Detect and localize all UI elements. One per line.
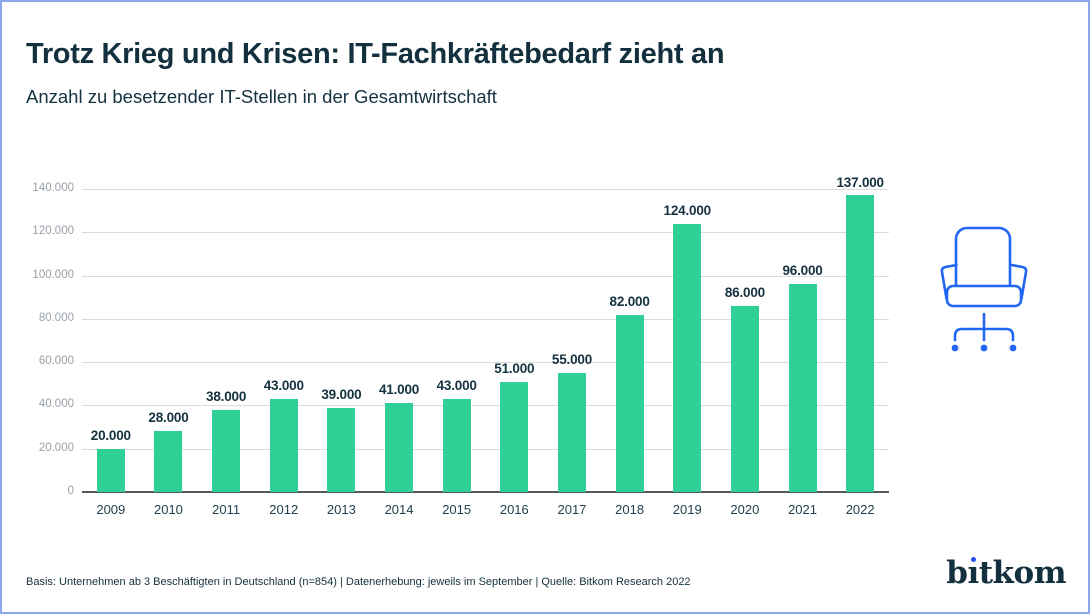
bar [500, 381, 529, 492]
y-tick-label: 120.000 [32, 225, 74, 238]
bitkom-logo: bıtkom [946, 555, 1066, 591]
x-tick-label: 2014 [384, 502, 414, 517]
gridline [82, 405, 889, 407]
bar-value-label: 28.000 [148, 410, 189, 426]
x-tick-label: 2017 [557, 502, 587, 517]
bar [212, 409, 241, 492]
office-chair-icon [940, 226, 1028, 352]
gridline [82, 275, 889, 277]
y-tick-label: 140.000 [32, 182, 74, 194]
y-tick-label: 100.000 [32, 268, 74, 281]
bar [327, 407, 356, 492]
bar [154, 431, 183, 492]
bar-value-label: 96.000 [782, 263, 823, 279]
logo-text-pre: b [946, 555, 968, 591]
x-tick-label: 2020 [730, 502, 760, 517]
x-tick-label: 2022 [845, 502, 875, 517]
bar-value-label: 55.000 [551, 351, 592, 367]
y-tick-label: 60.000 [38, 355, 74, 368]
y-tick-label: 0 [67, 485, 74, 497]
x-tick-label: 2019 [672, 502, 702, 517]
bar [673, 223, 702, 492]
bar-value-label: 86.000 [724, 284, 765, 300]
x-tick-label: 2009 [96, 502, 126, 517]
bar [557, 372, 586, 492]
gridline [82, 232, 889, 234]
bar-value-label: 39.000 [321, 386, 362, 402]
y-tick-label: 80.000 [38, 311, 74, 324]
page-subtitle: Anzahl zu besetzender IT-Stellen in der … [26, 86, 497, 107]
x-axis-line [82, 491, 889, 493]
y-tick-label: 20.000 [38, 441, 74, 454]
gridline [82, 189, 889, 190]
x-tick-label: 2012 [269, 502, 299, 517]
bar [730, 305, 759, 492]
source-note: Basis: Unternehmen ab 3 Beschäftigten in… [26, 576, 691, 588]
bar-value-label: 41.000 [378, 382, 420, 398]
x-tick-label: 2013 [326, 502, 356, 517]
bar-value-label: 43.000 [436, 377, 477, 393]
bar-value-label: 20.000 [90, 427, 131, 443]
bar [269, 398, 298, 492]
bar [442, 398, 471, 492]
bar [615, 314, 644, 492]
page-title: Trotz Krieg und Krisen: IT-Fachkräftebed… [26, 38, 725, 70]
bar-value-label: 43.000 [263, 377, 304, 393]
x-tick-label: 2010 [153, 502, 183, 517]
x-tick-label: 2011 [212, 502, 241, 517]
bar-value-label: 124.000 [663, 202, 712, 218]
logo-text-post: tkom [978, 555, 1067, 591]
bar-value-label: 51.000 [494, 360, 535, 376]
bar-chart: 140.000 120.000 100.000 80.000 60.000 40.000 2… [2, 175, 902, 529]
bar [846, 195, 875, 492]
bar-value-label: 137.000 [836, 174, 884, 190]
gridline [82, 362, 889, 364]
gridline [82, 448, 889, 450]
bar [385, 403, 414, 492]
x-tick-label: 2018 [615, 502, 645, 517]
bar [788, 284, 817, 492]
bar [96, 448, 125, 492]
y-tick-label: 40.000 [38, 398, 74, 411]
x-tick-label: 2015 [442, 502, 472, 517]
bar-value-label: 38.000 [206, 388, 247, 404]
x-tick-label: 2021 [788, 502, 817, 517]
x-tick-label: 2016 [499, 502, 529, 517]
gridline [82, 318, 889, 320]
bar-value-label: 82.000 [609, 293, 650, 309]
logo-i-with-blue-dot: ı [967, 555, 979, 591]
